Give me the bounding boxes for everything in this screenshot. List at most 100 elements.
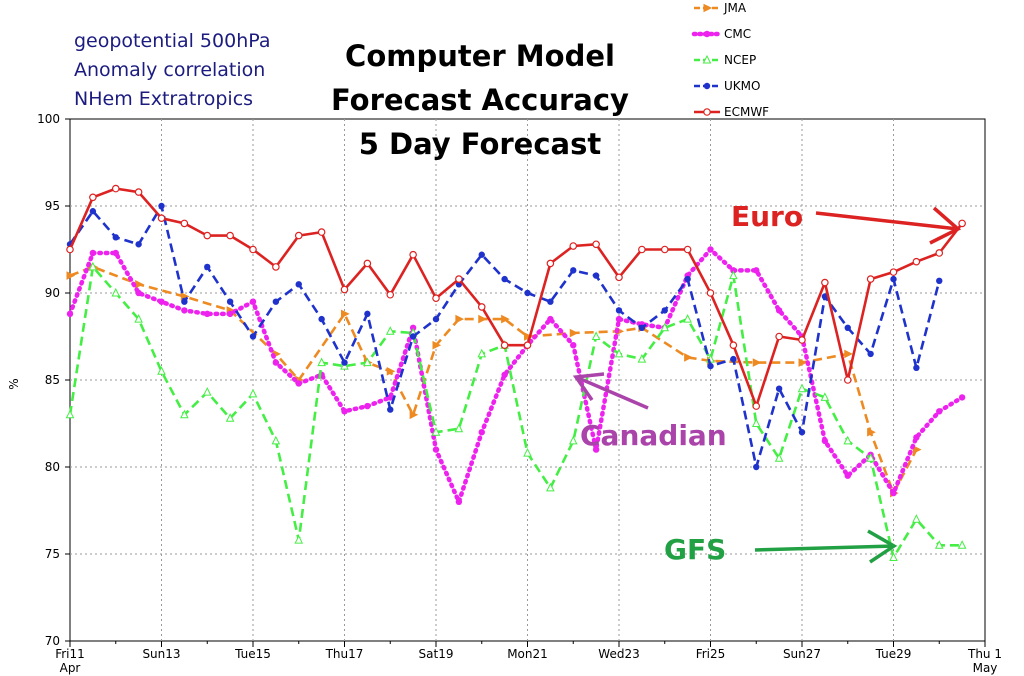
- data-point-cmc: [226, 310, 234, 318]
- data-point-ecmwf: [752, 402, 761, 410]
- data-point-cmc: [707, 246, 714, 253]
- data-point-ukmo: [181, 298, 188, 305]
- data-point-cmc: [890, 489, 897, 497]
- data-point-ncep: [614, 348, 624, 358]
- data-point-cmc: [592, 446, 600, 453]
- data-point-ecmwf: [706, 289, 715, 297]
- data-point-cmc: [958, 394, 966, 401]
- legend-label-cmc: CMC: [724, 27, 751, 41]
- data-point-ecmwf: [523, 341, 532, 350]
- data-point-ncep: [225, 413, 235, 422]
- data-point-ukmo: [661, 307, 668, 314]
- x-tick-label: Sun27: [783, 647, 821, 661]
- data-point-cmc: [341, 408, 348, 415]
- data-point-cmc: [547, 315, 554, 323]
- data-point-ukmo: [295, 281, 302, 288]
- data-point-ukmo: [364, 310, 371, 318]
- data-point-ecmwf: [798, 336, 806, 344]
- data-point-cmc: [432, 446, 440, 453]
- data-point-ecmwf: [66, 245, 74, 254]
- data-point-ecmwf: [729, 341, 738, 350]
- legend-marker-ecmwf: [703, 108, 711, 116]
- data-point-ecmwf: [455, 275, 463, 283]
- data-point-ukmo: [547, 298, 554, 305]
- data-point-ecmwf: [134, 188, 143, 196]
- data-point-ukmo: [798, 429, 806, 436]
- data-point-ukmo: [707, 362, 714, 370]
- data-point-cmc: [249, 298, 257, 305]
- data-point-ukmo: [432, 315, 440, 323]
- data-point-ecmwf: [638, 245, 646, 254]
- data-point-cmc: [455, 498, 463, 505]
- data-point-ukmo: [318, 315, 325, 323]
- series-lines: [65, 184, 967, 561]
- y-tick-label: 75: [45, 547, 60, 561]
- data-point-cmc: [936, 408, 943, 415]
- y-tick-label: 95: [45, 199, 60, 213]
- arrowhead-gfs: [867, 529, 898, 564]
- series-line-cmc: [67, 247, 965, 505]
- x-tick-label: Fri25: [696, 647, 726, 661]
- data-point-ukmo: [409, 333, 417, 340]
- data-point-ecmwf: [386, 290, 395, 299]
- y-axis-label: %: [7, 378, 21, 389]
- chart-title: Computer Model Forecast Accuracy 5 Day F…: [300, 34, 660, 166]
- arrow-euro: [815, 211, 959, 231]
- data-point-ecmwf: [272, 263, 280, 271]
- data-point-ncep: [111, 287, 121, 297]
- data-point-ecmwf: [569, 242, 578, 250]
- annotation-canadian: Canadian: [580, 419, 727, 452]
- data-point-ncep: [751, 418, 761, 427]
- data-point-ecmwf: [958, 219, 966, 228]
- legend-label-ncep: NCEP: [724, 53, 756, 67]
- data-point-cmc: [775, 307, 783, 314]
- data-point-ncep: [774, 453, 784, 462]
- data-point-ukmo: [936, 277, 943, 285]
- data-point-ecmwf: [477, 303, 486, 311]
- annotation-gfs: GFS: [664, 533, 726, 566]
- data-point-cmc: [501, 371, 508, 378]
- data-point-ecmwf: [866, 275, 875, 283]
- y-tick-label: 100: [37, 112, 60, 126]
- legend: JMA CMC NCEP UKMO ECMWF: [691, 1, 769, 119]
- data-point-jma: [386, 366, 396, 376]
- data-point-ecmwf: [912, 257, 921, 266]
- arrowhead-euro: [929, 206, 962, 245]
- data-point-ukmo: [844, 324, 851, 331]
- x-tick-sublabel: Apr: [60, 661, 81, 675]
- data-point-ncep: [180, 409, 189, 419]
- series-ecmwf: [66, 184, 966, 410]
- data-point-cmc: [181, 307, 188, 314]
- data-point-ecmwf: [340, 285, 349, 294]
- x-tick-label: Wed23: [598, 647, 639, 661]
- data-point-ukmo: [615, 307, 623, 314]
- data-point-ncep: [317, 357, 326, 367]
- data-point-ukmo: [913, 364, 920, 372]
- legend-item-jma: JMA: [694, 1, 747, 15]
- data-point-ecmwf: [180, 219, 189, 228]
- legend-marker-ukmo: [703, 82, 711, 90]
- series-line-ecmwf: [68, 187, 964, 408]
- data-point-ecmwf: [935, 249, 944, 257]
- data-point-ecmwf: [363, 259, 372, 268]
- data-point-ecmwf: [615, 273, 623, 282]
- data-point-ecmwf: [546, 259, 555, 268]
- legend-item-ncep: NCEP: [694, 53, 756, 67]
- legend-item-ukmo: UKMO: [694, 79, 760, 93]
- arrow-gfs: [754, 544, 895, 552]
- data-point-jma: [409, 410, 419, 420]
- data-point-cmc: [66, 310, 74, 318]
- series-line-ncep: [68, 265, 963, 559]
- data-point-ukmo: [158, 202, 165, 210]
- data-point-jma: [478, 314, 487, 324]
- data-point-ecmwf: [111, 184, 120, 193]
- data-point-ukmo: [89, 208, 97, 215]
- data-point-ncep: [271, 435, 281, 445]
- data-point-ncep: [568, 435, 578, 445]
- product-info: geopotential 500hPa Anomaly correlation …: [74, 27, 271, 114]
- annotation-euro: Euro: [731, 200, 803, 233]
- data-point-ecmwf: [249, 245, 257, 254]
- legend-label-jma: JMA: [723, 1, 747, 15]
